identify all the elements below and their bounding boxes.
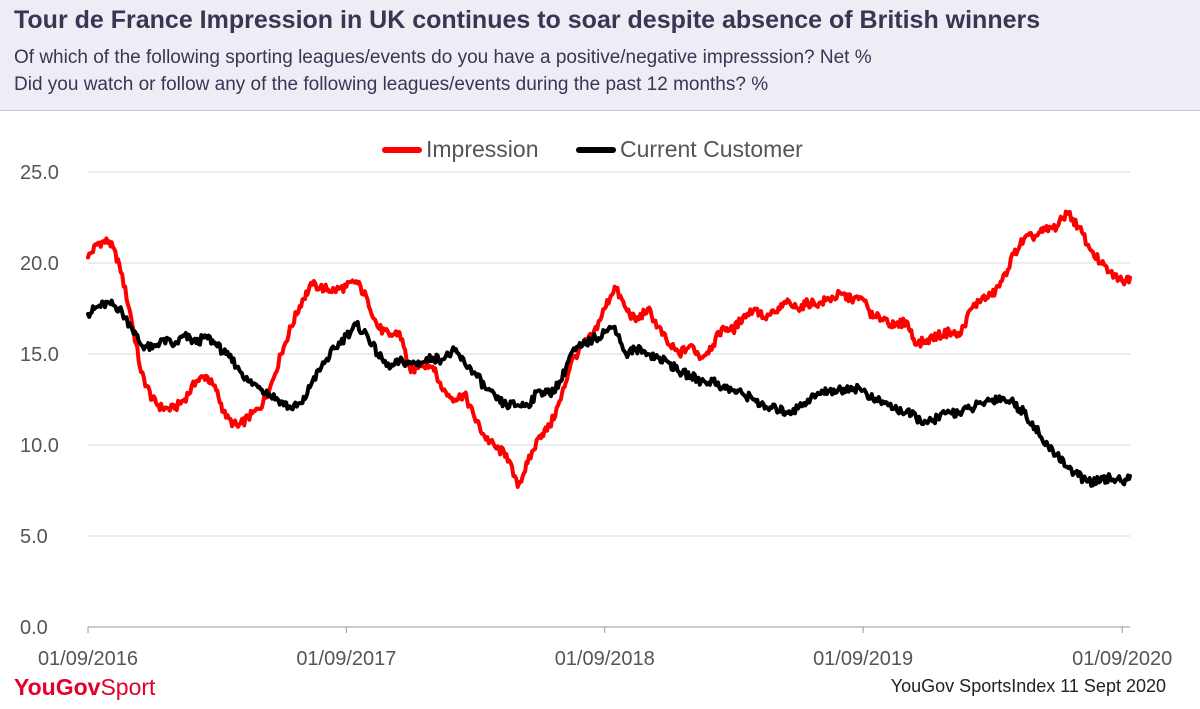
yougov-sport-logo: YouGovSport <box>14 674 155 701</box>
chart-legend: Impression Current Customer <box>0 136 1200 164</box>
y-tick-label: 20.0 <box>20 253 59 275</box>
x-tick-label: 01/09/2016 <box>38 648 138 670</box>
chart-header: Tour de France Impression in UK continue… <box>0 0 1200 111</box>
series-line-current-customer <box>86 298 1132 488</box>
legend-item-current-customer: Current Customer <box>576 136 803 163</box>
x-tick-label: 01/09/2020 <box>1072 648 1172 670</box>
chart-title: Tour de France Impression in UK continue… <box>14 6 1041 34</box>
source-note: YouGov SportsIndex 11 Sept 2020 <box>890 676 1166 696</box>
brand-yougov: YouGov <box>14 674 101 700</box>
chart-subtitle-impression: Of which of the following sporting leagu… <box>14 47 872 68</box>
y-tick-label: 0.0 <box>20 617 48 639</box>
legend-label-impression: Impression <box>426 136 539 162</box>
legend-label-current-customer: Current Customer <box>620 136 803 162</box>
chart-subtitle-customer: Did you watch or follow any of the follo… <box>14 74 769 95</box>
x-tick-label: 01/09/2019 <box>813 648 913 670</box>
series-line-impression <box>86 209 1132 489</box>
y-tick-label: 10.0 <box>20 435 59 457</box>
legend-swatch-current-customer <box>576 146 616 153</box>
y-tick-label: 5.0 <box>20 526 48 548</box>
y-tick-label: 15.0 <box>20 344 59 366</box>
x-tick-label: 01/09/2018 <box>555 648 655 670</box>
legend-swatch-impression <box>382 146 422 153</box>
x-tick-label: 01/09/2017 <box>296 648 396 670</box>
y-tick-label: 25.0 <box>20 162 59 184</box>
legend-item-impression: Impression <box>382 136 538 163</box>
brand-sport: Sport <box>100 674 156 700</box>
